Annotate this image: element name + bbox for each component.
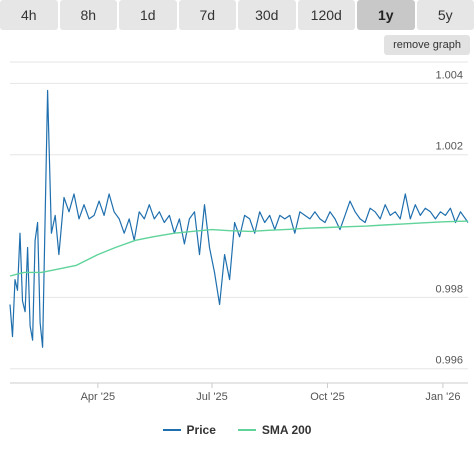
chart-legend: Price SMA 200 [0,420,474,440]
price-line [9,89,469,348]
y-tick-label: 0.996 [435,355,463,367]
range-button-1y[interactable]: 1y [357,0,415,30]
x-tick-label: Jan '26 [425,391,460,403]
remove-graph-button[interactable]: remove graph [384,35,470,55]
range-button-1d[interactable]: 1d [119,0,177,30]
x-tick-label: Apr '25 [81,391,116,403]
legend-swatch-sma [237,429,256,431]
legend-item-sma[interactable]: SMA 200 [237,423,312,437]
range-button-8h[interactable]: 8h [59,0,117,30]
x-tick-label: Oct '25 [310,391,345,403]
range-button-7d[interactable]: 7d [178,0,236,30]
legend-swatch-price [162,429,181,431]
y-tick-label: 1.004 [435,69,463,81]
time-range-selector: 4h 8h 1d 7d 30d 120d 1y 5y [0,0,474,30]
y-tick-label: 1.002 [435,141,463,153]
range-button-30d[interactable]: 30d [238,0,296,30]
legend-label-sma: SMA 200 [261,423,312,437]
x-tick-label: Jul '25 [196,391,227,403]
range-button-120d[interactable]: 120d [297,0,355,30]
y-tick-label: 0.998 [435,283,463,295]
legend-item-price[interactable]: Price [162,423,216,437]
range-button-4h[interactable]: 4h [0,0,58,30]
legend-label-price: Price [186,423,216,437]
sma-200-line [9,220,469,277]
range-button-5y[interactable]: 5y [416,0,474,30]
